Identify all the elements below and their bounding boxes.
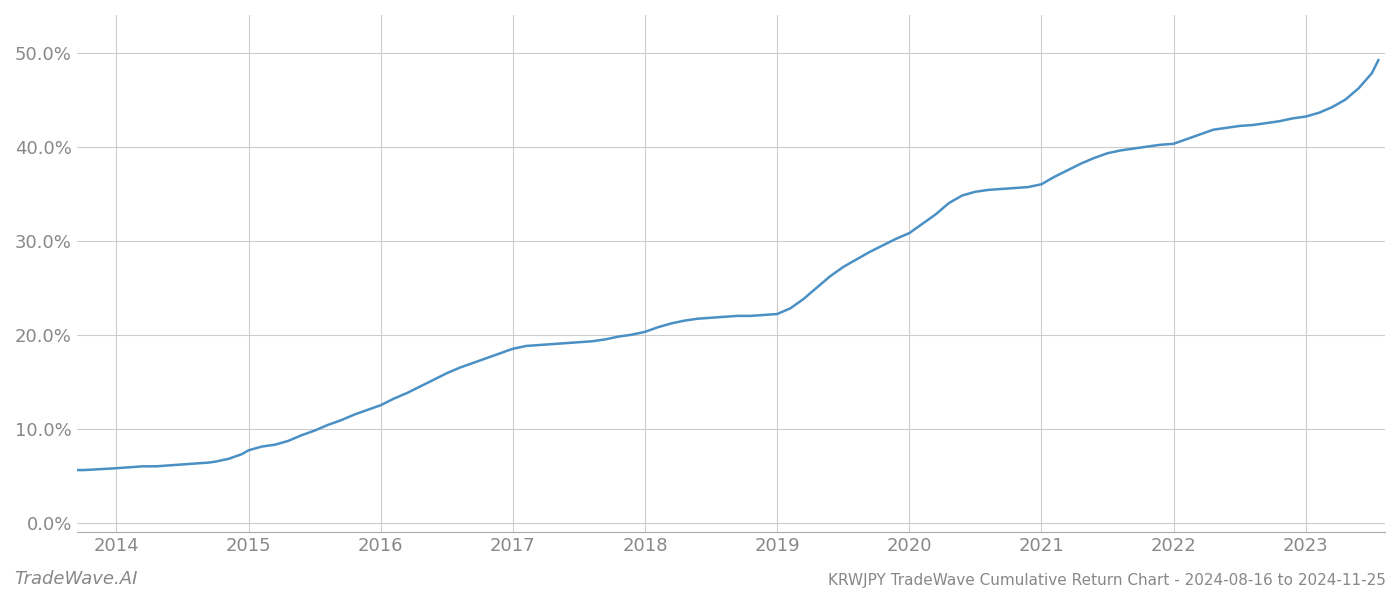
Text: TradeWave.AI: TradeWave.AI (14, 570, 137, 588)
Text: KRWJPY TradeWave Cumulative Return Chart - 2024-08-16 to 2024-11-25: KRWJPY TradeWave Cumulative Return Chart… (829, 573, 1386, 588)
